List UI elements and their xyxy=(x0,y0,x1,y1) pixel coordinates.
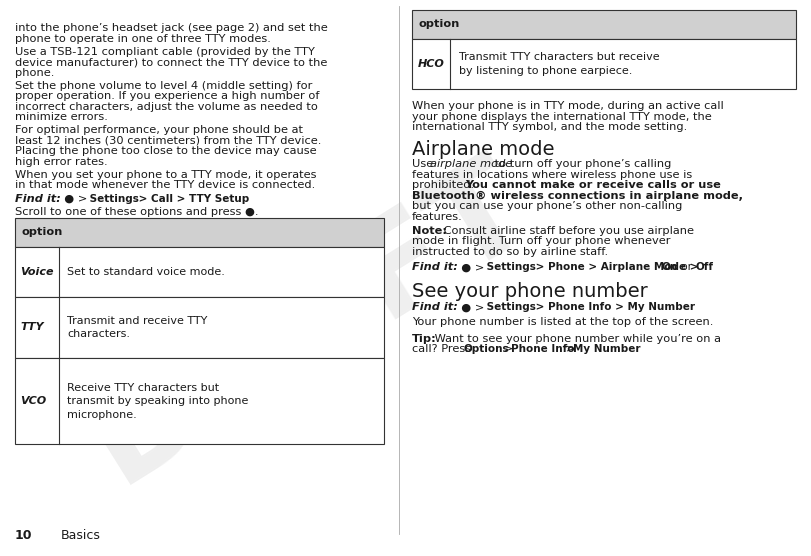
Text: Basics: Basics xyxy=(61,529,101,542)
Text: Phone Info: Phone Info xyxy=(511,344,574,354)
Text: to turn off your phone’s calling: to turn off your phone’s calling xyxy=(491,159,671,169)
Text: Set the phone volume to level 4 (middle setting) for: Set the phone volume to level 4 (middle … xyxy=(15,81,312,91)
Text: On: On xyxy=(662,262,678,272)
Text: My Number: My Number xyxy=(573,344,641,354)
Text: Use a TSB-121 compliant cable (provided by the TTY: Use a TSB-121 compliant cable (provided … xyxy=(15,47,315,57)
Text: least 12 inches (30 centimeters) from the TTY device.: least 12 inches (30 centimeters) from th… xyxy=(15,136,321,146)
Text: Your phone number is listed at the top of the screen.: Your phone number is listed at the top o… xyxy=(412,317,714,327)
Text: >: > xyxy=(500,344,517,354)
Text: Placing the phone too close to the device may cause: Placing the phone too close to the devic… xyxy=(15,146,316,156)
Text: airplane mode: airplane mode xyxy=(430,159,513,169)
Text: TTY: TTY xyxy=(20,322,44,332)
Text: minimize errors.: minimize errors. xyxy=(15,112,108,122)
Text: proper operation. If you experience a high number of: proper operation. If you experience a hi… xyxy=(15,91,319,101)
Text: option: option xyxy=(21,227,62,237)
Text: Tip:: Tip: xyxy=(412,334,437,344)
Text: When you set your phone to a TTY mode, it operates: When you set your phone to a TTY mode, i… xyxy=(15,170,316,180)
Text: HCO: HCO xyxy=(418,59,444,69)
Bar xyxy=(15,297,384,358)
Text: 10: 10 xyxy=(15,529,32,542)
Text: For optimal performance, your phone should be at: For optimal performance, your phone shou… xyxy=(15,125,303,135)
Text: > Call > TTY Setup: > Call > TTY Setup xyxy=(135,194,249,204)
Text: call? Press: call? Press xyxy=(412,344,474,354)
Text: > Phone Info > My Number: > Phone Info > My Number xyxy=(532,302,695,312)
Text: prohibited.: prohibited. xyxy=(412,180,478,190)
Text: in that mode whenever the TTY device is connected.: in that mode whenever the TTY device is … xyxy=(15,180,315,190)
Text: Scroll to one of these options and press ●.: Scroll to one of these options and press… xyxy=(15,207,258,217)
Text: Find it:: Find it: xyxy=(412,262,457,272)
Text: phone.: phone. xyxy=(15,68,54,78)
Text: high error rates.: high error rates. xyxy=(15,157,107,167)
Text: ● >: ● > xyxy=(454,302,488,312)
Text: See your phone number: See your phone number xyxy=(412,282,648,301)
Text: Use: Use xyxy=(412,159,437,169)
Text: > Phone > Airplane Mode >: > Phone > Airplane Mode > xyxy=(532,262,702,272)
Text: instructed to do so by airline staff.: instructed to do so by airline staff. xyxy=(412,247,608,257)
Text: ● >: ● > xyxy=(57,194,91,204)
Text: Settings: Settings xyxy=(483,302,536,312)
Text: into the phone’s headset jack (see page 2) and set the: into the phone’s headset jack (see page … xyxy=(15,23,328,33)
Text: Find it:: Find it: xyxy=(15,194,60,204)
Text: Voice: Voice xyxy=(20,267,54,277)
Text: features.: features. xyxy=(412,212,463,222)
Text: Options: Options xyxy=(463,344,508,354)
Text: Transmit TTY characters but receive
by listening to phone earpiece.: Transmit TTY characters but receive by l… xyxy=(458,52,659,76)
Bar xyxy=(412,10,796,39)
Bar xyxy=(15,218,384,247)
Bar xyxy=(15,358,384,444)
Text: Off: Off xyxy=(696,262,714,272)
Text: When your phone is in TTY mode, during an active call: When your phone is in TTY mode, during a… xyxy=(412,101,723,111)
Text: Settings: Settings xyxy=(483,262,536,272)
Text: DRAFT: DRAFT xyxy=(65,138,551,507)
Text: Note:: Note: xyxy=(412,226,447,236)
Text: Want to see your phone number while you’re on a: Want to see your phone number while you’… xyxy=(431,334,722,344)
Text: but you can use your phone’s other non-calling: but you can use your phone’s other non-c… xyxy=(412,201,682,211)
Text: Settings: Settings xyxy=(86,194,139,204)
Text: Airplane mode: Airplane mode xyxy=(412,140,555,159)
Text: mode in flight. Turn off your phone whenever: mode in flight. Turn off your phone when… xyxy=(412,236,671,246)
Text: option: option xyxy=(418,19,460,29)
Text: Transmit and receive TTY
characters.: Transmit and receive TTY characters. xyxy=(67,316,208,339)
Text: device manufacturer) to connect the TTY device to the: device manufacturer) to connect the TTY … xyxy=(15,57,327,67)
Text: ● >: ● > xyxy=(454,262,488,272)
Text: Set to standard voice mode.: Set to standard voice mode. xyxy=(67,267,225,277)
Bar xyxy=(15,247,384,297)
Text: international TTY symbol, and the mode setting.: international TTY symbol, and the mode s… xyxy=(412,122,687,132)
Text: Receive TTY characters but
transmit by speaking into phone
microphone.: Receive TTY characters but transmit by s… xyxy=(67,383,248,420)
Text: or: or xyxy=(678,262,695,272)
Text: VCO: VCO xyxy=(20,396,46,406)
Text: >: > xyxy=(562,344,579,354)
Text: Bluetooth® wireless connections in airplane mode,: Bluetooth® wireless connections in airpl… xyxy=(412,191,743,201)
Text: phone to operate in one of three TTY modes.: phone to operate in one of three TTY mod… xyxy=(15,34,271,44)
Text: incorrect characters, adjust the volume as needed to: incorrect characters, adjust the volume … xyxy=(15,102,317,112)
Text: Find it:: Find it: xyxy=(412,302,457,312)
Bar xyxy=(412,39,796,89)
Text: features in locations where wireless phone use is: features in locations where wireless pho… xyxy=(412,170,693,180)
Text: .: . xyxy=(621,344,624,354)
Text: your phone displays the international TTY mode, the: your phone displays the international TT… xyxy=(412,112,712,122)
Text: You cannot make or receive calls or use: You cannot make or receive calls or use xyxy=(465,180,721,190)
Text: Consult airline staff before you use airplane: Consult airline staff before you use air… xyxy=(440,226,693,236)
